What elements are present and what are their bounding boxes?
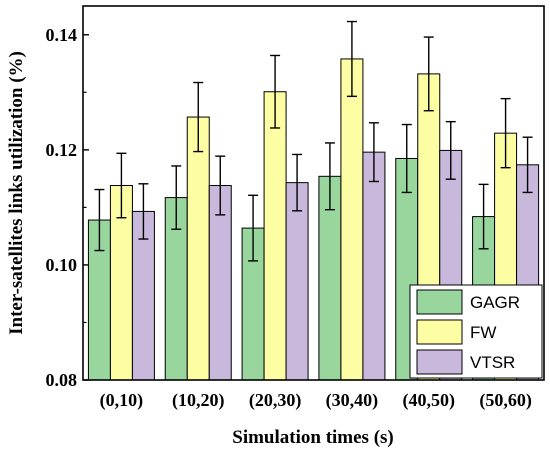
error-bar-vtsr-0 [138,183,149,240]
bar-fw-1 [186,116,210,381]
legend: GAGR FW VTSR [409,284,543,379]
error-bar-gagr-2 [248,194,259,262]
y-axis-label: Inter-satellites links utilization (%) [6,51,27,335]
ticks-layer: 0.08 0.10 0.12 0.14 (0,10) (10,20) (20,30) (30,… [46,25,532,411]
x-tick-label: (20,30) [249,390,302,411]
error-bar-gagr-0 [94,188,105,252]
error-bar-fw-4 [423,36,434,112]
error-bar-gagr-4 [401,123,412,194]
error-bar-vtsr-4 [445,120,456,180]
error-bar-vtsr-5 [522,136,533,194]
plot-frame [82,5,545,381]
error-bar-gagr-1 [171,165,182,230]
error-bar-fw-1 [193,81,204,153]
error-bar-vtsr-1 [215,155,226,216]
error-bar-fw-3 [346,20,357,98]
x-tick-label: (30,40) [326,390,379,411]
error-bar-gagr-3 [324,142,335,211]
legend-item-gagr: GAGR [416,289,520,315]
bar-fw-2 [263,91,287,381]
x-axis-label: Simulation times (s) [232,427,394,448]
error-bars-layer [94,20,533,262]
legend-swatch [416,289,463,315]
bar-vtsr-3 [362,151,386,381]
error-bar-vtsr-2 [292,153,303,212]
y-tick-label: 0.10 [46,255,78,275]
error-bar-fw-2 [270,54,281,129]
error-bar-gagr-5 [478,183,489,250]
error-bar-fw-0 [116,152,127,219]
legend-label: GAGR [470,293,520,312]
legend-label: VTSR [470,353,515,372]
y-tick-label: 0.14 [46,25,78,45]
legend-item-vtsr: VTSR [416,349,515,375]
x-tick-label: (40,50) [403,390,456,411]
legend-label: FW [470,323,496,342]
bar-vtsr-2 [285,182,309,381]
error-bar-fw-5 [500,97,511,169]
bar-fw-3 [340,58,364,381]
x-tick-label: (10,20) [172,390,225,411]
error-bar-vtsr-3 [368,122,379,183]
x-tick-label: (0,10) [100,390,144,411]
legend-item-fw: FW [416,319,496,345]
legend-swatch [416,349,463,375]
y-tick-label: 0.08 [46,370,78,390]
legend-swatch [416,319,463,345]
y-tick-label: 0.12 [46,140,78,160]
x-tick-label: (50,60) [479,390,532,411]
